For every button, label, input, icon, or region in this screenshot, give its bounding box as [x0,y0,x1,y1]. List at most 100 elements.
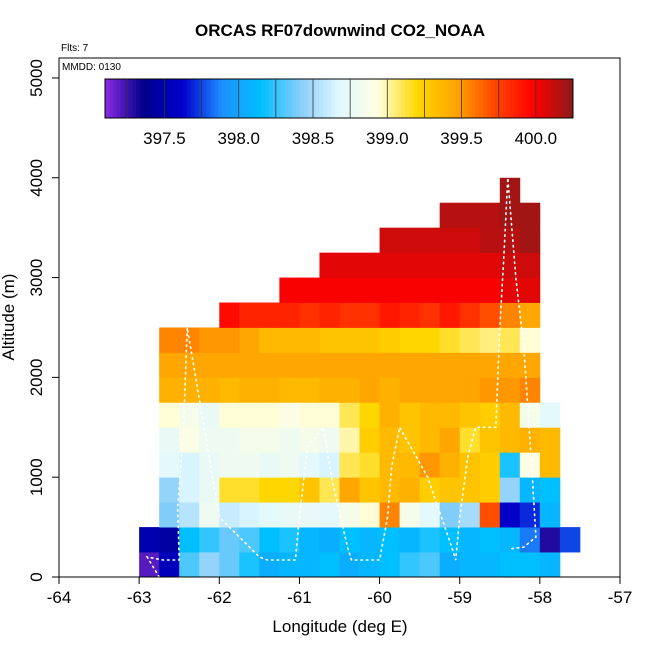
heatmap-cell [479,352,501,378]
heatmap-cell [479,427,501,453]
heatmap-cell [399,402,421,428]
colorbar-swatch [124,79,129,118]
colorbar-swatch [280,79,285,118]
heatmap-cell [499,427,521,453]
colorbar-swatch [147,79,153,118]
colorbar-swatch [171,79,176,118]
colorbar-swatch [253,79,258,118]
heatmap-cell [339,352,360,378]
colorbar-swatch [144,79,149,118]
heatmap-cell [419,402,441,428]
heatmap-cell [459,352,481,378]
colorbar-swatch [432,79,437,118]
heatmap-cell [539,552,561,578]
x-axis-label: Longitude (deg E) [272,617,407,636]
heatmap-cell [239,377,260,403]
heatmap-cell [499,527,521,553]
colorbar-swatch [186,79,192,118]
heatmap-cell [499,252,521,278]
x-tick-label: -62 [207,588,232,607]
heatmap-cell [299,327,320,353]
colorbar-swatch [362,79,367,118]
colorbar-swatch [569,79,574,118]
colorbar-swatch [233,79,239,118]
heatmap-cell [199,327,220,353]
colorbar-swatch [300,79,305,118]
heatmap-cell [439,452,461,478]
heatmap-cell [239,452,260,478]
colorbar-swatch [561,79,566,118]
colorbar-swatch [514,79,519,118]
heatmap-cell [419,227,441,254]
colorbar-swatch [198,79,203,118]
heatmap-cell [339,252,360,278]
heatmap-cell [179,402,200,428]
heatmap-cell [499,302,521,328]
colorbar-swatch [307,79,313,118]
heatmap-cell [419,477,441,503]
heatmap-cell [259,327,280,353]
heatmap-cell [299,277,320,303]
colorbar-tick-label: 397.5 [143,129,186,148]
heatmap-cell [459,552,481,578]
heatmap-cell [179,477,200,503]
colorbar-swatch [549,79,554,118]
heatmap-cell [299,527,320,553]
heatmap-cell [359,502,380,528]
heatmap-cell [499,477,521,503]
colorbar-swatch [389,79,395,118]
heatmap-cell [239,527,260,553]
heatmap-cell [439,227,461,254]
colorbar-swatch [354,79,359,118]
heatmap-cell [319,502,340,528]
colorbar-swatch [296,79,301,118]
colorbar-swatch [530,79,535,118]
colorbar-swatch [370,79,375,118]
colorbar-swatch [276,79,281,118]
heatmap-cell [199,527,220,553]
heatmap-cell [219,427,240,453]
colorbar-swatch [417,79,422,118]
colorbar-swatch [249,79,254,118]
colorbar-swatch [155,79,161,118]
heatmap-cell [379,552,401,578]
heatmap-cell [259,552,280,578]
heatmap-cell [279,277,300,303]
heatmap-cell [299,452,320,478]
colorbar-swatch [397,79,402,118]
colorbar-swatch [128,79,133,118]
heatmap-cell [399,502,421,528]
heatmap-cell [539,502,561,528]
heatmap-cell [419,277,441,303]
heatmap-cell [139,527,160,553]
heatmap-cell [399,452,421,478]
heatmap-cell [359,427,380,453]
heatmap-cell [259,377,280,403]
colorbar-swatch [405,79,410,118]
colorbar-swatch [214,79,219,118]
heatmap-cell [499,227,521,254]
heatmap-cell [519,352,541,378]
colorbar-swatch [261,79,266,118]
colorbar-swatch [183,79,188,118]
heatmap-cell [299,302,320,328]
heatmap-cell [419,302,441,328]
heatmap-cell [199,552,220,578]
heatmap-cell [439,252,461,278]
heatmap-cell [459,252,481,278]
colorbar-swatch [335,79,340,118]
heatmap-cell [479,452,501,478]
colorbar-swatch [553,79,558,118]
heatmap-cell [419,452,441,478]
heatmap-cell [459,502,481,528]
colorbar-swatch [448,79,453,118]
colorbar-swatch [479,79,484,118]
heatmap-cell [339,427,360,453]
heatmap-cell [339,402,360,428]
heatmap-cell [539,402,561,428]
heatmap-cell [359,327,380,353]
heatmap-cell [159,427,180,453]
heatmap-cell [199,402,220,428]
heatmap-cell [499,327,521,353]
heatmap-cell [379,452,401,478]
